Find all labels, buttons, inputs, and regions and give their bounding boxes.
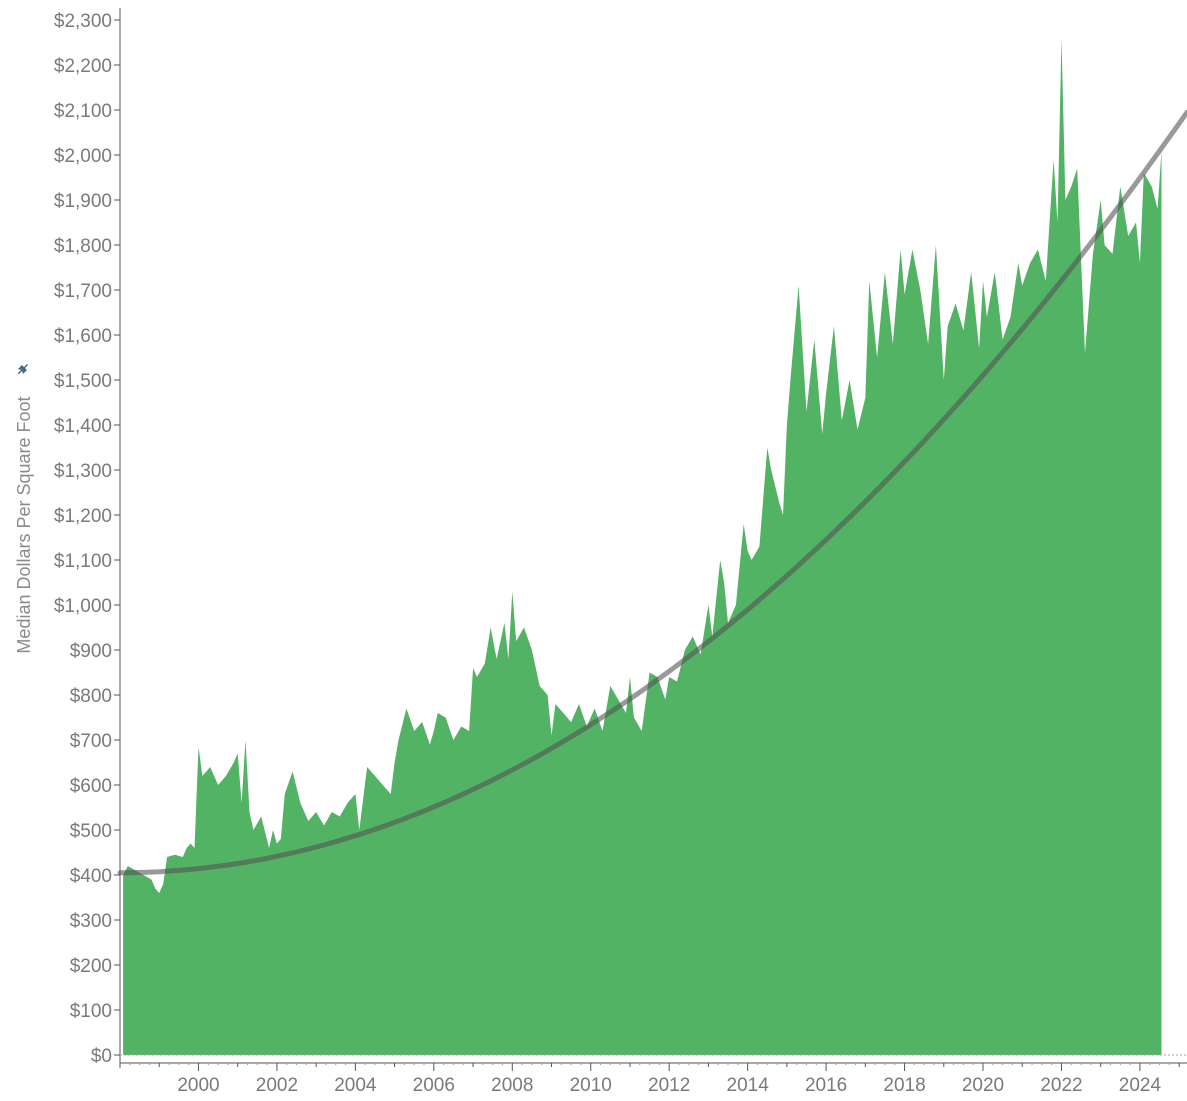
y-tick-label: $0 xyxy=(91,1046,112,1067)
y-tick-label: $200 xyxy=(70,956,112,977)
y-tick-label: $1,300 xyxy=(54,461,112,482)
x-tick-label: 2006 xyxy=(413,1075,455,1096)
x-tick-label: 2000 xyxy=(177,1075,219,1096)
y-tick-label: $300 xyxy=(70,911,112,932)
area-layer xyxy=(123,38,1162,1055)
y-tick-label: $1,900 xyxy=(54,191,112,212)
y-tick-label: $900 xyxy=(70,641,112,662)
y-tick-label: $1,000 xyxy=(54,596,112,617)
x-tick-label: 2014 xyxy=(727,1075,770,1096)
y-tick-label: $2,100 xyxy=(54,101,112,122)
x-tick-label: 2008 xyxy=(491,1075,533,1096)
x-tick-label: 2020 xyxy=(962,1075,1004,1096)
y-axis-title-group: Median Dollars Per Square Foot xyxy=(14,364,34,654)
x-tick-labels: 2000 2002 2004 2006 2008 2010 2012 2014 2016 2018… xyxy=(177,1075,1161,1096)
x-tick-label: 2016 xyxy=(805,1075,847,1096)
x-tick-label: 2004 xyxy=(334,1075,377,1096)
y-tick-label: $1,800 xyxy=(54,236,112,257)
y-tick-labels: $0 $100 $200 $300 $400 $500 $600 $700 $800 $900 $1… xyxy=(54,11,112,1067)
area-series xyxy=(123,38,1162,1055)
y-tick-label: $2,000 xyxy=(54,146,112,167)
x-tick-label: 2012 xyxy=(648,1075,690,1096)
y-tick-label: $400 xyxy=(70,866,112,887)
y-tick-label: $2,200 xyxy=(54,56,112,77)
trend-line xyxy=(117,109,1187,876)
y-tick-label: $700 xyxy=(70,731,112,752)
y-axis-title: Median Dollars Per Square Foot xyxy=(14,396,34,653)
y-tick-label: $1,400 xyxy=(54,416,112,437)
trend-layer xyxy=(117,109,1187,876)
y-tick-label: $1,600 xyxy=(54,326,112,347)
y-tick-label: $500 xyxy=(70,821,112,842)
y-tick-label: $800 xyxy=(70,686,112,707)
y-tick-label: $100 xyxy=(70,1001,112,1022)
y-tick-label: $2,300 xyxy=(54,11,112,32)
pin-icon xyxy=(18,364,28,374)
x-tick-label: 2002 xyxy=(256,1075,298,1096)
y-tick-label: $1,700 xyxy=(54,281,112,302)
x-tick-label: 2010 xyxy=(570,1075,612,1096)
x-tick-label: 2022 xyxy=(1040,1075,1082,1096)
axis-layer xyxy=(114,8,1187,1071)
y-tick-label: $1,200 xyxy=(54,506,112,527)
x-tick-label: 2018 xyxy=(883,1075,925,1096)
x-tick-label: 2024 xyxy=(1119,1075,1162,1096)
y-tick-label: $1,500 xyxy=(54,371,112,392)
y-tick-label: $600 xyxy=(70,776,112,797)
y-tick-label: $1,100 xyxy=(54,551,112,572)
